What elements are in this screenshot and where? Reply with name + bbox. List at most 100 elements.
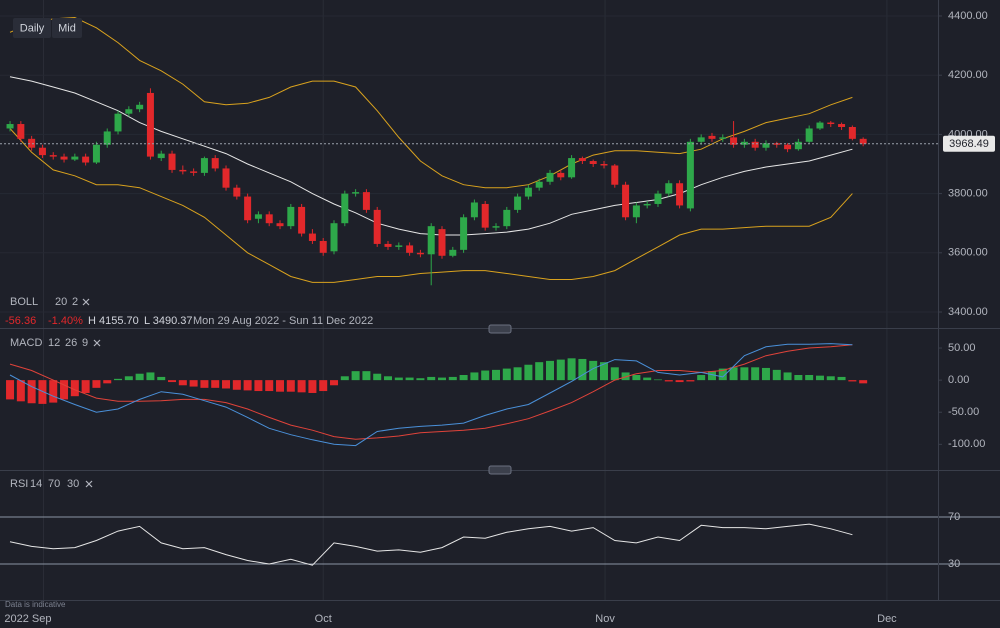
indicator-param: 30 xyxy=(67,478,79,490)
macd-histogram-bar xyxy=(567,358,576,381)
macd-histogram-bar xyxy=(319,380,328,392)
candle-body xyxy=(708,135,716,139)
y-tick-label: -100.00 xyxy=(948,438,985,450)
interval-label[interactable]: Daily xyxy=(20,22,45,34)
indicator-name: RSI xyxy=(10,478,28,490)
macd-histogram-bar xyxy=(599,362,608,381)
x-tick-label: Dec xyxy=(877,613,897,625)
price-type-label[interactable]: Mid xyxy=(58,22,76,34)
macd-histogram-bar xyxy=(751,367,760,381)
interval-button[interactable] xyxy=(13,18,51,38)
macd-histogram-bar xyxy=(448,376,457,381)
candle-body xyxy=(71,156,79,160)
macd-histogram-bar xyxy=(438,377,447,381)
macd-histogram-bar xyxy=(394,377,403,381)
macd-histogram-bar xyxy=(707,371,716,381)
candle-body xyxy=(816,122,824,129)
candle-body xyxy=(492,226,500,228)
macd-histogram-bar xyxy=(772,369,781,381)
candle-body xyxy=(578,158,586,162)
macd-histogram-bar xyxy=(675,380,684,383)
macd-histogram-bar xyxy=(686,380,695,382)
y-tick-label: 70 xyxy=(948,511,960,523)
candle-body xyxy=(622,184,630,218)
candle-body xyxy=(794,141,802,150)
macd-histogram-bar xyxy=(384,376,393,381)
candle-body xyxy=(827,122,835,125)
macd-histogram-bar xyxy=(286,380,295,392)
y-tick-label: 3400.00 xyxy=(948,306,988,318)
data-note: Data is indicative xyxy=(5,600,66,609)
y-tick-label: 3600.00 xyxy=(948,247,988,259)
macd-histogram-bar xyxy=(178,380,187,386)
resize-handle[interactable] xyxy=(488,324,512,334)
candle-body xyxy=(92,144,100,163)
candle-body xyxy=(762,143,770,148)
macd-histogram-bar xyxy=(729,367,738,381)
candle-body xyxy=(28,138,36,148)
close-icon[interactable] xyxy=(85,480,93,488)
macd-histogram-bar xyxy=(837,376,846,381)
candle-body xyxy=(514,196,522,210)
rsi-legend: RSI 14 70 30 xyxy=(10,478,93,490)
macd-histogram-bar xyxy=(38,380,47,404)
candle-body xyxy=(157,153,165,159)
close-icon[interactable] xyxy=(82,298,90,306)
candle-body xyxy=(265,214,273,224)
candle-body xyxy=(449,249,457,256)
macd-histogram-bar xyxy=(653,379,662,381)
candle-body xyxy=(859,138,867,144)
candle-body xyxy=(600,164,608,166)
candle-body xyxy=(611,165,619,185)
candle-body xyxy=(319,240,327,253)
macd-histogram-bar xyxy=(49,380,58,403)
candle-body xyxy=(557,172,565,178)
candle-body xyxy=(38,147,46,156)
candle-body xyxy=(179,169,187,172)
boll-legend: BOLL 20 2 xyxy=(10,296,90,308)
macd-histogram-bar xyxy=(643,377,652,381)
candle-body xyxy=(719,137,727,139)
candle-body xyxy=(524,187,532,197)
candle-body xyxy=(308,233,316,241)
macd-histogram-bar xyxy=(254,380,263,392)
macd-histogram-bar xyxy=(491,369,500,381)
macd-histogram-bar xyxy=(189,380,198,387)
close-icon[interactable] xyxy=(93,339,101,347)
macd-histogram-bar xyxy=(664,380,673,382)
candle-body xyxy=(730,137,738,145)
macd-histogram-bar xyxy=(502,368,511,381)
macd-histogram-bar xyxy=(621,372,630,381)
candle-body xyxy=(200,158,208,173)
macd-histogram-bar xyxy=(761,367,770,381)
macd-histogram-bar xyxy=(135,373,144,381)
macd-histogram-bar xyxy=(297,380,306,393)
indicator-param: 2 xyxy=(72,296,78,308)
macd-histogram-bar xyxy=(545,360,554,381)
price-change-pct: -1.40% xyxy=(48,315,83,327)
candle-body xyxy=(168,153,176,170)
candle-body xyxy=(838,124,846,127)
grid-layer xyxy=(0,0,1000,600)
candle-body xyxy=(287,206,295,227)
indicator-param: 26 xyxy=(65,337,77,349)
macd-histogram-bar xyxy=(610,367,619,381)
macd-histogram-bar xyxy=(373,373,382,381)
price-change: -56.36 xyxy=(5,315,36,327)
candle-body xyxy=(848,126,856,139)
macd-histogram-bar xyxy=(222,380,231,389)
macd-histogram-bar xyxy=(405,377,414,381)
candle-body xyxy=(125,109,133,114)
candle-body xyxy=(665,183,673,194)
candle-body xyxy=(535,181,543,188)
candle-body xyxy=(211,158,219,169)
macd-histogram-bar xyxy=(470,372,479,381)
macd-histogram-bar xyxy=(481,370,490,381)
candle-body xyxy=(103,131,111,145)
indicator-param: 9 xyxy=(82,337,88,349)
resize-handle[interactable] xyxy=(488,465,512,475)
macd-histogram-bar xyxy=(340,376,349,381)
price-type-button[interactable] xyxy=(52,18,82,38)
y-tick-label: 30 xyxy=(948,558,960,570)
macd-histogram-bar xyxy=(535,362,544,381)
